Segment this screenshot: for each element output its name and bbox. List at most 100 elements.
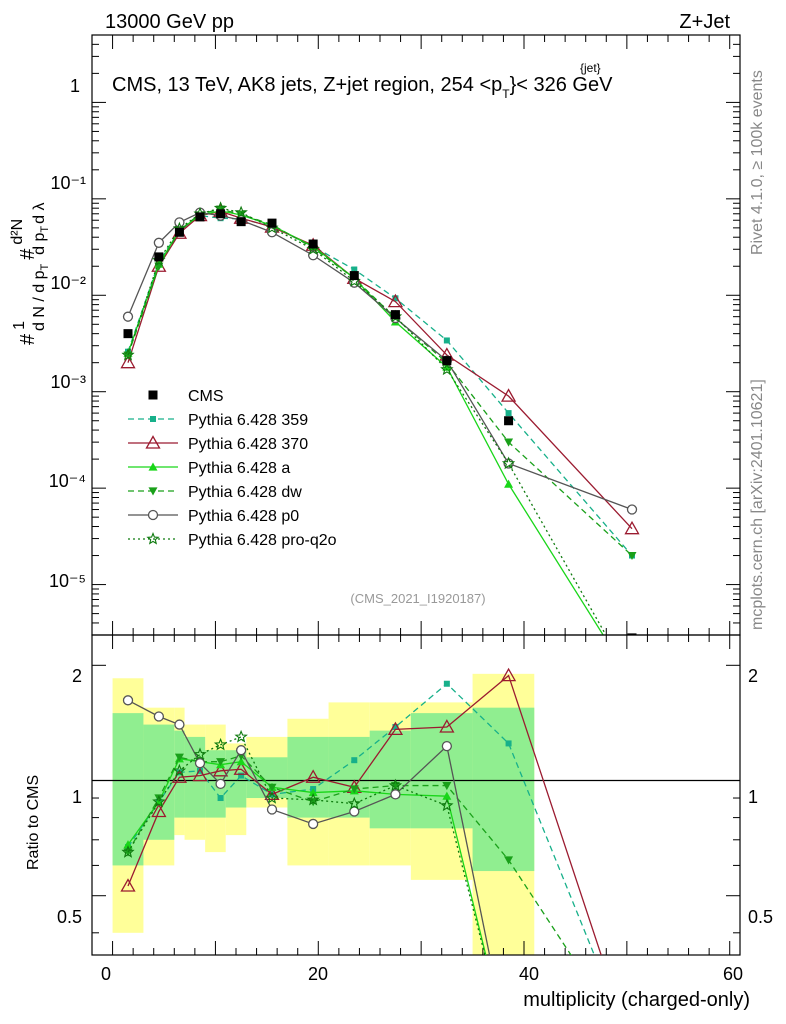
legend: CMS Pythia 6.428 359 Pythia 6.428 370 Pythi… — [128, 388, 337, 549]
ratio-point — [307, 818, 319, 830]
data-point — [501, 456, 516, 470]
process-label: Z+Jet — [679, 11, 730, 33]
cms-data-point — [504, 416, 514, 426]
ratio-point — [151, 803, 167, 818]
legend-label: Pythia 6.428 dw — [188, 484, 302, 501]
y-tick-label-right: 2 — [748, 666, 758, 686]
ratio-point — [121, 845, 135, 858]
x-tick-label: 0 — [101, 964, 111, 984]
y-tick-label: 1 — [70, 76, 80, 96]
legend-marker — [150, 416, 156, 422]
y-tick-labels-ratio: 0.5 1 2 0.5 1 2 — [57, 666, 773, 927]
data-point — [121, 347, 135, 361]
legend-marker — [145, 435, 161, 449]
ratio-point — [216, 758, 226, 767]
data-point — [234, 205, 248, 219]
data-point — [443, 337, 450, 344]
data-point — [627, 676, 637, 686]
ratio-point — [443, 680, 450, 687]
ratio-point — [194, 758, 206, 769]
data-point — [153, 237, 165, 248]
cms-data-point — [308, 239, 318, 249]
data-point — [504, 438, 514, 447]
ratio-point — [122, 695, 134, 706]
cms-data-point — [349, 271, 359, 281]
band-inner — [287, 736, 329, 818]
band-inner — [112, 713, 144, 866]
cms-data-point — [267, 218, 277, 228]
ratio-point — [390, 789, 401, 800]
data-point — [628, 677, 637, 685]
x-tick-label: 20 — [308, 964, 328, 984]
ratio-point — [500, 667, 517, 682]
ratio-point — [152, 794, 166, 808]
cms-data-point — [174, 227, 184, 237]
data-point — [120, 354, 136, 369]
cms-data-point — [216, 209, 226, 219]
ratio-point — [265, 790, 279, 804]
data-point — [392, 295, 399, 302]
ratio-point — [192, 767, 208, 782]
ratio-point — [351, 757, 358, 764]
ratio-point — [172, 763, 187, 777]
ratio-point — [174, 753, 184, 762]
ratio-point — [197, 767, 203, 774]
ratio-point — [193, 747, 207, 761]
series-line — [127, 214, 633, 556]
plot-title-sup: {jet} — [580, 61, 601, 75]
legend-marker — [148, 462, 158, 471]
legend-marker — [148, 390, 158, 400]
y-axis-label-main: #1 d N / d pT#d²N d pTd λ — [9, 203, 51, 345]
ratio-point — [215, 778, 226, 790]
ratio-point — [441, 740, 453, 752]
ratio-point — [238, 772, 245, 779]
legend-label: CMS — [188, 388, 224, 405]
y-tick-label: 10⁻⁴ — [49, 471, 86, 491]
ratio-point — [439, 719, 455, 733]
ratio-point — [233, 761, 249, 775]
x-tick-labels: 0 20 40 60 — [101, 964, 743, 984]
ratio-point — [349, 806, 360, 817]
y-tick-label: 10⁻³ — [50, 372, 86, 392]
ratio-point — [123, 840, 133, 849]
data-point — [504, 479, 514, 488]
ratio-point — [266, 804, 278, 815]
y-axis-label-main-text: #1 d N / d pT#d²N d pTd λ — [9, 203, 51, 345]
rivet-info: Rivet 4.1.0, ≥ 100k events — [749, 70, 766, 255]
ratio-point — [212, 763, 229, 777]
ratio-point — [234, 729, 248, 743]
legend-label: Pythia 6.428 p0 — [188, 508, 299, 525]
ratio-series — [120, 667, 602, 955]
legend-marker — [147, 509, 159, 521]
plot-title-end: }< 326 GeV — [510, 74, 614, 96]
y-tick-label-right: 1 — [748, 787, 758, 807]
legend-marker — [146, 531, 160, 545]
cms-data-point — [123, 329, 133, 339]
data-point — [627, 551, 637, 561]
main-panel — [91, 34, 741, 686]
analysis-id: (CMS_2021_I1920187) — [350, 591, 485, 606]
band-inner — [369, 730, 411, 829]
svg-text:CMS, 13 TeV, AK8 jets, Z+jet r: CMS, 13 TeV, AK8 jets, Z+jet region, 254… — [112, 74, 613, 101]
ratio-point — [217, 795, 224, 802]
series-line — [127, 207, 607, 635]
ratio-point — [267, 783, 277, 792]
plot-title-main: CMS, 13 TeV, AK8 jets, Z+jet region, 254… — [112, 74, 502, 96]
band-inner — [328, 736, 370, 818]
band-inner — [143, 724, 175, 840]
ratio-point — [154, 794, 164, 803]
ratio-point — [504, 856, 514, 865]
cms-data-point — [195, 212, 205, 222]
data-point — [500, 388, 517, 402]
y-tick-label-right: 0.5 — [748, 907, 773, 927]
ratio-point — [305, 769, 321, 783]
ratio-line — [127, 674, 602, 955]
ratio-point — [388, 778, 403, 792]
ratio-point — [171, 769, 188, 783]
ratio-point — [442, 781, 452, 791]
band-inner — [472, 707, 535, 872]
legend-label: Pythia 6.428 370 — [188, 436, 308, 453]
data-point — [624, 520, 640, 535]
ratio-point — [392, 723, 399, 730]
ratio-point — [235, 745, 247, 756]
